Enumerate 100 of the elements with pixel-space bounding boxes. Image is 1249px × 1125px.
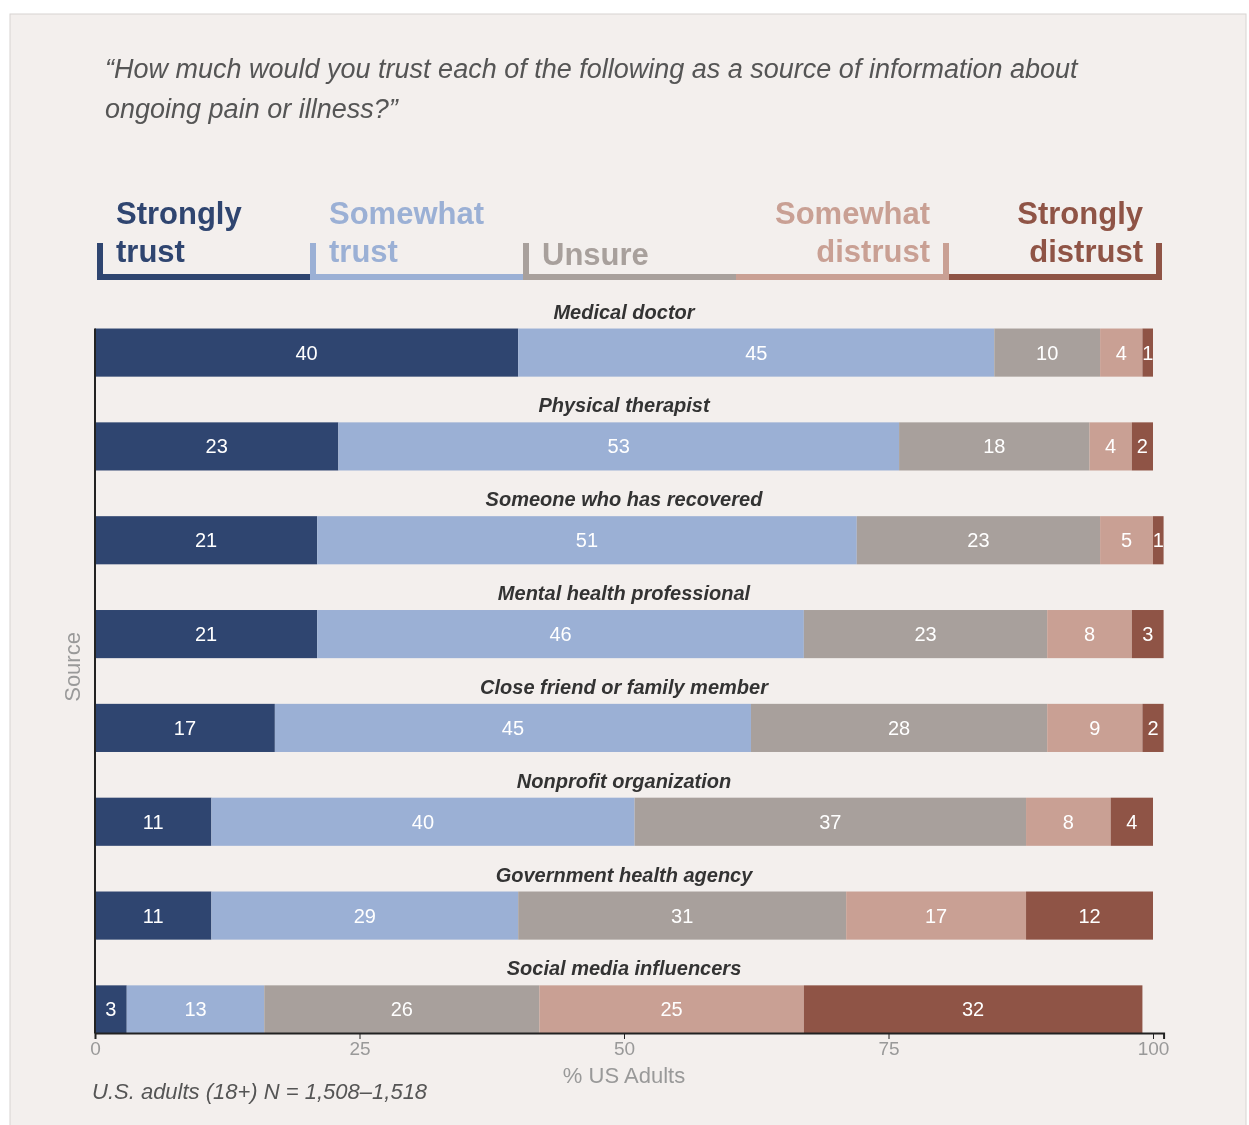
data-label: 9 — [1089, 716, 1101, 739]
bar — [95, 516, 318, 565]
data-label: 3 — [105, 998, 117, 1021]
y-tick-label: Nonprofit organization — [516, 769, 732, 792]
bar — [899, 422, 1090, 471]
bar — [1153, 516, 1164, 565]
bar — [95, 985, 127, 1034]
bar — [264, 985, 540, 1034]
bar — [95, 891, 212, 940]
chart-title: “How much would you trust each of the following as a source of information about ongoing pain or illness?” — [105, 54, 1080, 124]
data-label: 40 — [295, 341, 318, 364]
data-label: 45 — [501, 716, 525, 739]
text: Somewhat trust — [329, 196, 485, 269]
bar — [317, 516, 857, 565]
bar — [1142, 703, 1164, 752]
data-label: 17 — [173, 716, 197, 739]
bar — [95, 328, 519, 377]
y-tick-label: Government health agency — [495, 863, 754, 886]
data-label: 8 — [1083, 623, 1096, 646]
data-label: 23 — [914, 623, 937, 646]
data-label: 40 — [411, 810, 435, 833]
bar — [317, 610, 804, 659]
data-label: 31 — [671, 904, 694, 927]
bar — [634, 797, 1027, 846]
text: Somewhat distrust — [774, 196, 930, 269]
data-label: 23 — [967, 529, 990, 552]
data-label: 13 — [184, 998, 207, 1021]
data-label: 11 — [142, 810, 164, 833]
data-label: 12 — [1078, 904, 1101, 927]
x-tick-label: 75 — [878, 1038, 900, 1060]
y-tick-label: Medical doctor — [553, 300, 696, 323]
data-label: 4 — [1126, 810, 1138, 833]
bar — [95, 797, 212, 846]
bar — [95, 703, 275, 752]
bar — [1110, 797, 1153, 846]
y-tick-label: Mental health professional — [497, 582, 751, 605]
bar — [95, 610, 318, 659]
bar — [338, 422, 900, 471]
x-tick-label: 0 — [90, 1038, 101, 1060]
data-label: 8 — [1062, 810, 1074, 833]
y-tick-label: Social media influencers — [506, 957, 742, 980]
bar — [126, 985, 265, 1034]
x-axis-title: % US Adults — [562, 1063, 686, 1088]
bar — [856, 516, 1101, 565]
data-label: 46 — [549, 623, 572, 646]
x-tick-label: 50 — [613, 1038, 636, 1060]
bar — [1131, 610, 1164, 659]
text: U.S. adults (18+) N = 1,508–1,518 — [92, 1079, 428, 1104]
data-label: 21 — [194, 529, 218, 552]
data-label: 21 — [194, 623, 218, 646]
data-label: 37 — [819, 810, 842, 833]
data-label: 51 — [575, 529, 599, 552]
data-label: 2 — [1147, 716, 1159, 739]
series-label: Strongly trust — [116, 196, 243, 269]
y-tick-label: Physical therapist — [538, 394, 711, 417]
data-label: 1 — [1152, 529, 1164, 552]
data-label: 3 — [1142, 623, 1154, 646]
data-label: 4 — [1115, 341, 1127, 364]
data-label: 45 — [745, 341, 768, 364]
y-tick-label: Close friend or family member — [480, 675, 770, 698]
bar — [1026, 891, 1153, 940]
x-tick-label: 25 — [349, 1038, 371, 1060]
y-axis-title: Source — [60, 632, 85, 702]
data-label: 53 — [607, 435, 630, 458]
data-label: 11 — [142, 904, 164, 927]
bar — [1100, 328, 1143, 377]
bar — [846, 891, 1027, 940]
data-label: 25 — [660, 998, 683, 1021]
bar — [1142, 328, 1153, 377]
data-label: 29 — [353, 904, 376, 927]
data-label: 10 — [1036, 341, 1059, 364]
bar — [994, 328, 1101, 377]
bar — [211, 891, 519, 940]
data-label: 26 — [390, 998, 413, 1021]
data-label: 5 — [1120, 529, 1133, 552]
x-tick-label: 100 — [1137, 1038, 1170, 1060]
bar — [750, 703, 1048, 752]
bar — [1100, 516, 1153, 565]
text: Unsure — [542, 237, 649, 272]
bar — [518, 328, 995, 377]
bar — [539, 985, 804, 1034]
bar — [803, 985, 1143, 1034]
bar — [518, 891, 847, 940]
data-label: 2 — [1136, 435, 1148, 458]
data-label: 23 — [205, 435, 228, 458]
data-label: 32 — [962, 998, 985, 1021]
bar — [803, 610, 1048, 659]
data-label: 4 — [1105, 435, 1117, 458]
bar — [211, 797, 635, 846]
data-label: 1 — [1142, 341, 1154, 364]
bar — [1047, 610, 1132, 659]
data-label: 17 — [924, 904, 948, 927]
bar — [1089, 422, 1132, 471]
bar — [1047, 703, 1143, 752]
y-tick-label: Someone who has recovered — [485, 488, 764, 511]
bar — [1026, 797, 1111, 846]
data-label: 18 — [983, 435, 1006, 458]
bar — [1131, 422, 1153, 471]
bar — [274, 703, 751, 752]
data-label: 28 — [887, 716, 911, 739]
